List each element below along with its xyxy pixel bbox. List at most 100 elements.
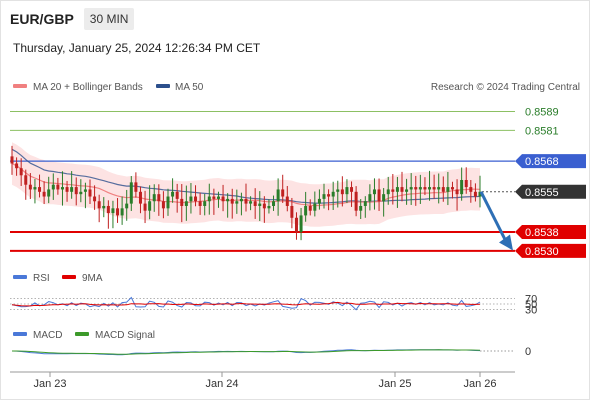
- candle-body: [473, 191, 477, 197]
- candle-body: [138, 191, 142, 204]
- candle-body: [175, 191, 179, 199]
- candle-body: [65, 187, 69, 192]
- level-label-0.8555: 0.8555: [525, 187, 559, 199]
- candle-body: [120, 208, 124, 216]
- candle-body: [230, 198, 234, 204]
- ma50-legend-label: MA 50: [175, 82, 204, 93]
- candle-body: [129, 182, 133, 204]
- candle-body: [304, 205, 308, 216]
- candle-body: [299, 215, 303, 232]
- candle-body: [327, 194, 331, 197]
- candle-body: [42, 191, 46, 197]
- timestamp: Thursday, January 25, 2024 12:26:34 PM C…: [13, 41, 261, 55]
- rsi-ma-line: [11, 301, 481, 307]
- forecast-arrow-head: [499, 234, 513, 251]
- candle-body: [70, 187, 74, 192]
- candle-body: [368, 194, 372, 202]
- candle-body: [166, 196, 170, 209]
- forecast-arrow-shaft: [479, 191, 508, 243]
- candle-body: [359, 205, 363, 211]
- candle-body: [47, 189, 51, 197]
- macd-signal-legend-label: MACD Signal: [95, 330, 155, 341]
- candle-body: [308, 205, 312, 211]
- candle-body: [116, 208, 120, 216]
- rsi-line: [11, 296, 481, 311]
- candle-body: [10, 156, 14, 164]
- candle-body: [198, 201, 202, 206]
- candle-body: [180, 198, 184, 206]
- candle-body: [33, 187, 37, 190]
- candle-body: [171, 191, 175, 197]
- macd-tick-0: 0: [525, 346, 531, 358]
- credit-label: Research © 2024 Trading Central: [431, 82, 580, 93]
- candle-body: [152, 194, 156, 202]
- candle-body: [276, 189, 280, 202]
- candle-body: [262, 203, 266, 209]
- candle-body: [111, 208, 115, 214]
- timeframe-badge[interactable]: 30 MIN: [83, 8, 135, 30]
- candle-body: [354, 191, 358, 211]
- candle-body: [148, 201, 152, 211]
- level-tag-0.8530: [515, 243, 586, 258]
- candle-body: [285, 196, 289, 206]
- candle-body: [272, 201, 276, 206]
- ma20-legend-label: MA 20 + Bollinger Bands: [33, 82, 143, 93]
- level-label-0.8589: 0.8589: [525, 107, 559, 119]
- candle-body: [423, 187, 427, 190]
- candle-body: [460, 180, 464, 195]
- candle-body: [377, 189, 381, 202]
- candle-body: [441, 187, 445, 192]
- candle-body: [60, 187, 64, 190]
- candle-body: [363, 201, 367, 206]
- level-label-0.8568: 0.8568: [525, 156, 559, 168]
- rsi-legend-swatch: [13, 275, 27, 279]
- candle-body: [317, 198, 321, 204]
- candle-body: [194, 196, 198, 202]
- level-tag-0.8555: [515, 184, 586, 199]
- candle-body: [212, 196, 216, 199]
- candle-body: [74, 187, 78, 195]
- candle-body: [28, 184, 32, 190]
- macd-legend-swatch: [13, 332, 27, 336]
- candle-body: [258, 203, 262, 206]
- candle-body: [395, 187, 399, 192]
- level-tags: 0.8589 0.8581 0.8568 0.8555 0.8538 0.8530: [515, 107, 586, 258]
- candle-body: [450, 187, 454, 190]
- candle-body: [322, 194, 326, 199]
- candle-body: [157, 194, 161, 202]
- candle-body: [414, 187, 418, 190]
- macd-signal-line: [12, 349, 481, 355]
- candle-body: [106, 205, 110, 214]
- candle-body: [15, 163, 19, 169]
- time-label-Jan-23: Jan 23: [33, 378, 66, 390]
- rsi-ma-legend-label: 9MA: [82, 273, 103, 284]
- candle-body: [409, 187, 413, 190]
- candle-body: [207, 196, 211, 202]
- candles: [10, 145, 482, 241]
- candle-body: [38, 187, 42, 192]
- candle-body: [372, 189, 376, 195]
- rsi-tick-30: 30: [525, 305, 537, 317]
- candle-body: [249, 201, 253, 204]
- candle-body: [428, 187, 432, 190]
- candle-body: [93, 196, 97, 202]
- candle-body: [143, 203, 147, 211]
- candle-body: [478, 191, 482, 197]
- candle-body: [313, 203, 317, 211]
- candle-body: [400, 187, 404, 192]
- macd-signal-legend-swatch: [75, 332, 89, 336]
- chart-header: EUR/GBP 30 MIN: [10, 8, 135, 30]
- candle-body: [382, 194, 386, 202]
- candle-body: [88, 189, 92, 197]
- candle-body: [125, 203, 129, 209]
- price-levels: [10, 111, 515, 252]
- level-tag-0.8568: [515, 154, 586, 169]
- candle-body: [469, 187, 473, 192]
- candle-body: [432, 187, 436, 190]
- candle-body: [455, 189, 459, 195]
- rsi-tick-50: 50: [525, 299, 537, 311]
- candle-body: [244, 198, 248, 204]
- time-axis: Jan 23 Jan 24 Jan 25 Jan 26: [33, 372, 497, 390]
